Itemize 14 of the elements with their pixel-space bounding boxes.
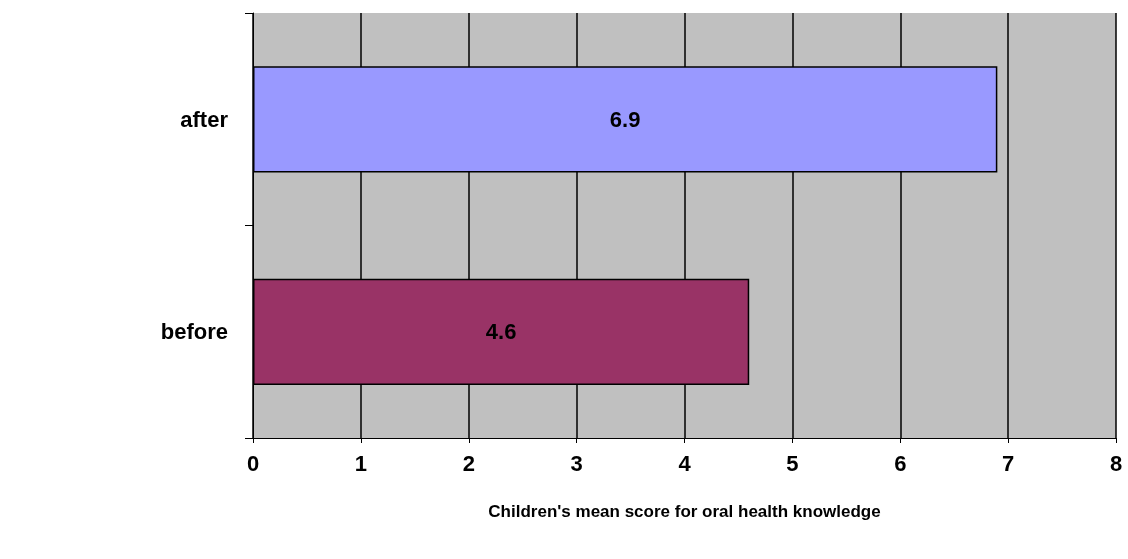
x-tick-label: 4 [678, 450, 692, 476]
data-label: 6.9 [609, 106, 641, 132]
x-tick-label: 1 [354, 450, 367, 476]
x-tick-label: 8 [1109, 450, 1123, 476]
data-label: 4.6 [485, 319, 517, 345]
y-tick-label: before [160, 319, 228, 345]
x-tick-label: 5 [786, 450, 799, 476]
x-tick-label: 3 [570, 450, 583, 476]
x-axis-title: Children's mean score for oral health knowledge [488, 502, 881, 521]
x-tick-label: 7 [1002, 450, 1015, 476]
x-tick-label: 0 [246, 450, 260, 476]
y-tick-label: after [180, 106, 229, 132]
x-tick-label: 6 [894, 450, 907, 476]
x-tick-label: 2 [462, 450, 475, 476]
